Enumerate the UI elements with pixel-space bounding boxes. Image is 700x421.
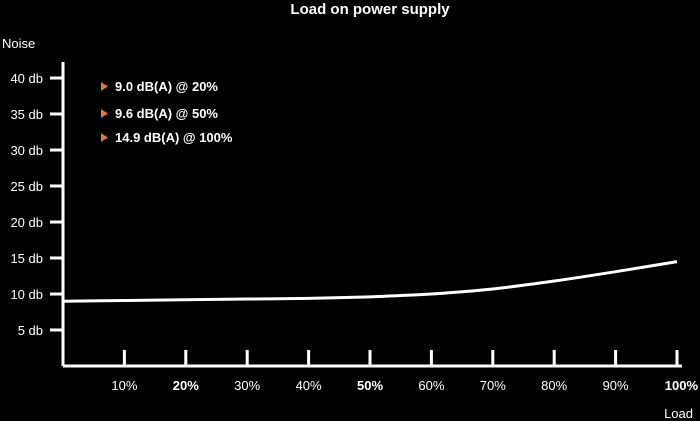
x-tick-label: 70% bbox=[480, 378, 506, 393]
y-ticks: 5 db 10 db 15 db 20 db 25 db 30 db 35 db 40 db bbox=[10, 71, 63, 338]
x-tick-label: 20% bbox=[173, 378, 199, 393]
y-tick-label: 35 db bbox=[10, 107, 43, 122]
y-tick-label: 30 db bbox=[10, 143, 43, 158]
y-axis-label: Noise bbox=[2, 36, 35, 51]
x-tick-label: 100% bbox=[665, 378, 699, 393]
annotation-item: 14.9 dB(A) @ 100% bbox=[101, 130, 233, 145]
x-tick-label: 10% bbox=[111, 378, 137, 393]
y-tick-label: 15 db bbox=[10, 251, 43, 266]
chart-title: Load on power supply bbox=[290, 1, 450, 18]
x-tick-label: 90% bbox=[603, 378, 629, 393]
annotation-text: 9.0 dB(A) @ 20% bbox=[115, 79, 218, 94]
annotation-text: 9.6 dB(A) @ 50% bbox=[115, 106, 218, 121]
x-tick-label: 80% bbox=[541, 378, 567, 393]
x-axis-label: Load bbox=[664, 406, 693, 421]
y-tick-label: 40 db bbox=[10, 71, 43, 86]
orange-triangle-icon bbox=[101, 109, 108, 118]
x-ticks: 10% 20% 30% 40% 50% 60% 70% 80% 90% 100% bbox=[111, 350, 698, 393]
y-tick-label: 20 db bbox=[10, 215, 43, 230]
y-tick-label: 5 db bbox=[18, 323, 43, 338]
annotation-list: 9.0 dB(A) @ 20% 9.6 dB(A) @ 50% 14.9 dB(… bbox=[101, 79, 233, 145]
x-tick-label: 40% bbox=[296, 378, 322, 393]
y-tick-label: 10 db bbox=[10, 287, 43, 302]
annotation-item: 9.6 dB(A) @ 50% bbox=[101, 106, 218, 121]
x-tick-label: 60% bbox=[418, 378, 444, 393]
annotation-item: 9.0 dB(A) @ 20% bbox=[101, 79, 218, 94]
noise-series-line bbox=[62, 260, 678, 303]
x-tick-label: 30% bbox=[234, 378, 260, 393]
orange-triangle-icon bbox=[101, 133, 108, 142]
y-tick-label: 25 db bbox=[10, 179, 43, 194]
x-tick-label: 50% bbox=[357, 378, 383, 393]
orange-triangle-icon bbox=[101, 82, 108, 91]
annotation-text: 14.9 dB(A) @ 100% bbox=[115, 130, 233, 145]
